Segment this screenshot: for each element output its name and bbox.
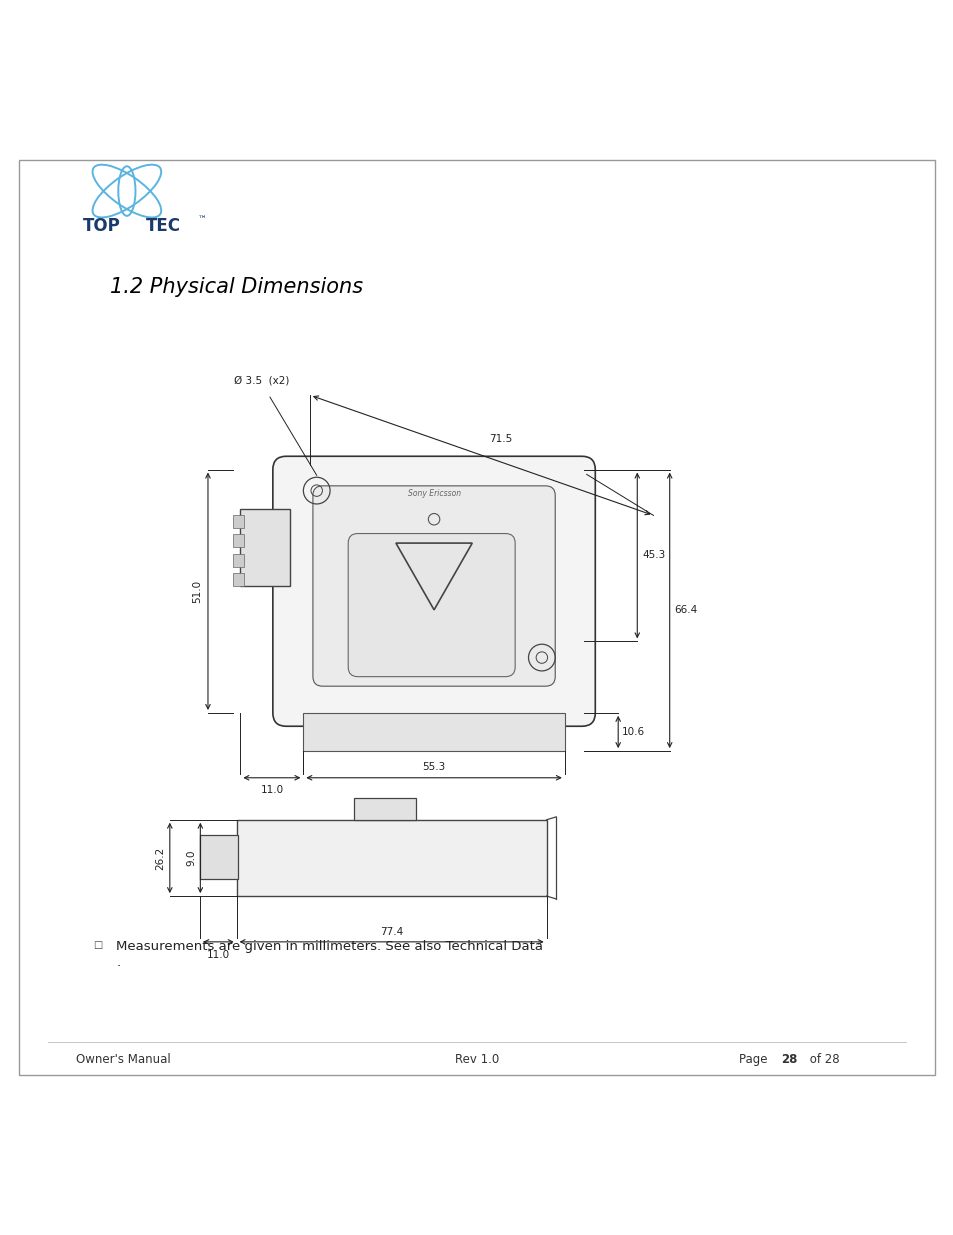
Bar xyxy=(236,820,546,897)
Text: TOP: TOP xyxy=(83,217,121,235)
Text: 1.2 Physical Dimensions: 1.2 Physical Dimensions xyxy=(110,277,362,296)
Bar xyxy=(233,573,244,587)
Bar xyxy=(233,553,244,567)
Text: □: □ xyxy=(93,940,103,950)
Bar xyxy=(240,509,290,587)
Text: 77.4: 77.4 xyxy=(379,927,403,937)
FancyBboxPatch shape xyxy=(348,534,515,677)
Text: Sony Ericsson: Sony Ericsson xyxy=(407,489,460,498)
Bar xyxy=(233,534,244,547)
Text: 11.0: 11.0 xyxy=(207,951,230,961)
FancyBboxPatch shape xyxy=(313,485,555,687)
Bar xyxy=(354,798,416,820)
Text: 9.0: 9.0 xyxy=(187,850,196,866)
Text: 45.3: 45.3 xyxy=(641,551,664,561)
Text: Ø 3.5  (x2): Ø 3.5 (x2) xyxy=(233,375,289,385)
Text: 66.4: 66.4 xyxy=(674,605,697,615)
Text: Rev 1.0: Rev 1.0 xyxy=(455,1052,498,1066)
FancyBboxPatch shape xyxy=(273,456,595,726)
Text: 55.3: 55.3 xyxy=(422,762,445,772)
Text: 26.2: 26.2 xyxy=(155,846,165,869)
Text: 71.5: 71.5 xyxy=(489,433,512,443)
Text: TEC: TEC xyxy=(146,217,181,235)
Bar xyxy=(200,835,238,879)
Text: 11.0: 11.0 xyxy=(260,785,283,795)
Text: 51.0: 51.0 xyxy=(193,579,202,603)
Text: Owner's Manual: Owner's Manual xyxy=(76,1052,171,1066)
Text: 10.6: 10.6 xyxy=(621,727,644,737)
Text: Measurements are given in millimeters. See also Technical Data: Measurements are given in millimeters. S… xyxy=(116,940,543,953)
Text: Page: Page xyxy=(739,1052,771,1066)
Text: .: . xyxy=(116,956,120,969)
Bar xyxy=(303,713,564,751)
Bar xyxy=(233,515,244,529)
Text: 28: 28 xyxy=(781,1052,797,1066)
Text: of 28: of 28 xyxy=(805,1052,839,1066)
Text: ™: ™ xyxy=(197,215,206,224)
